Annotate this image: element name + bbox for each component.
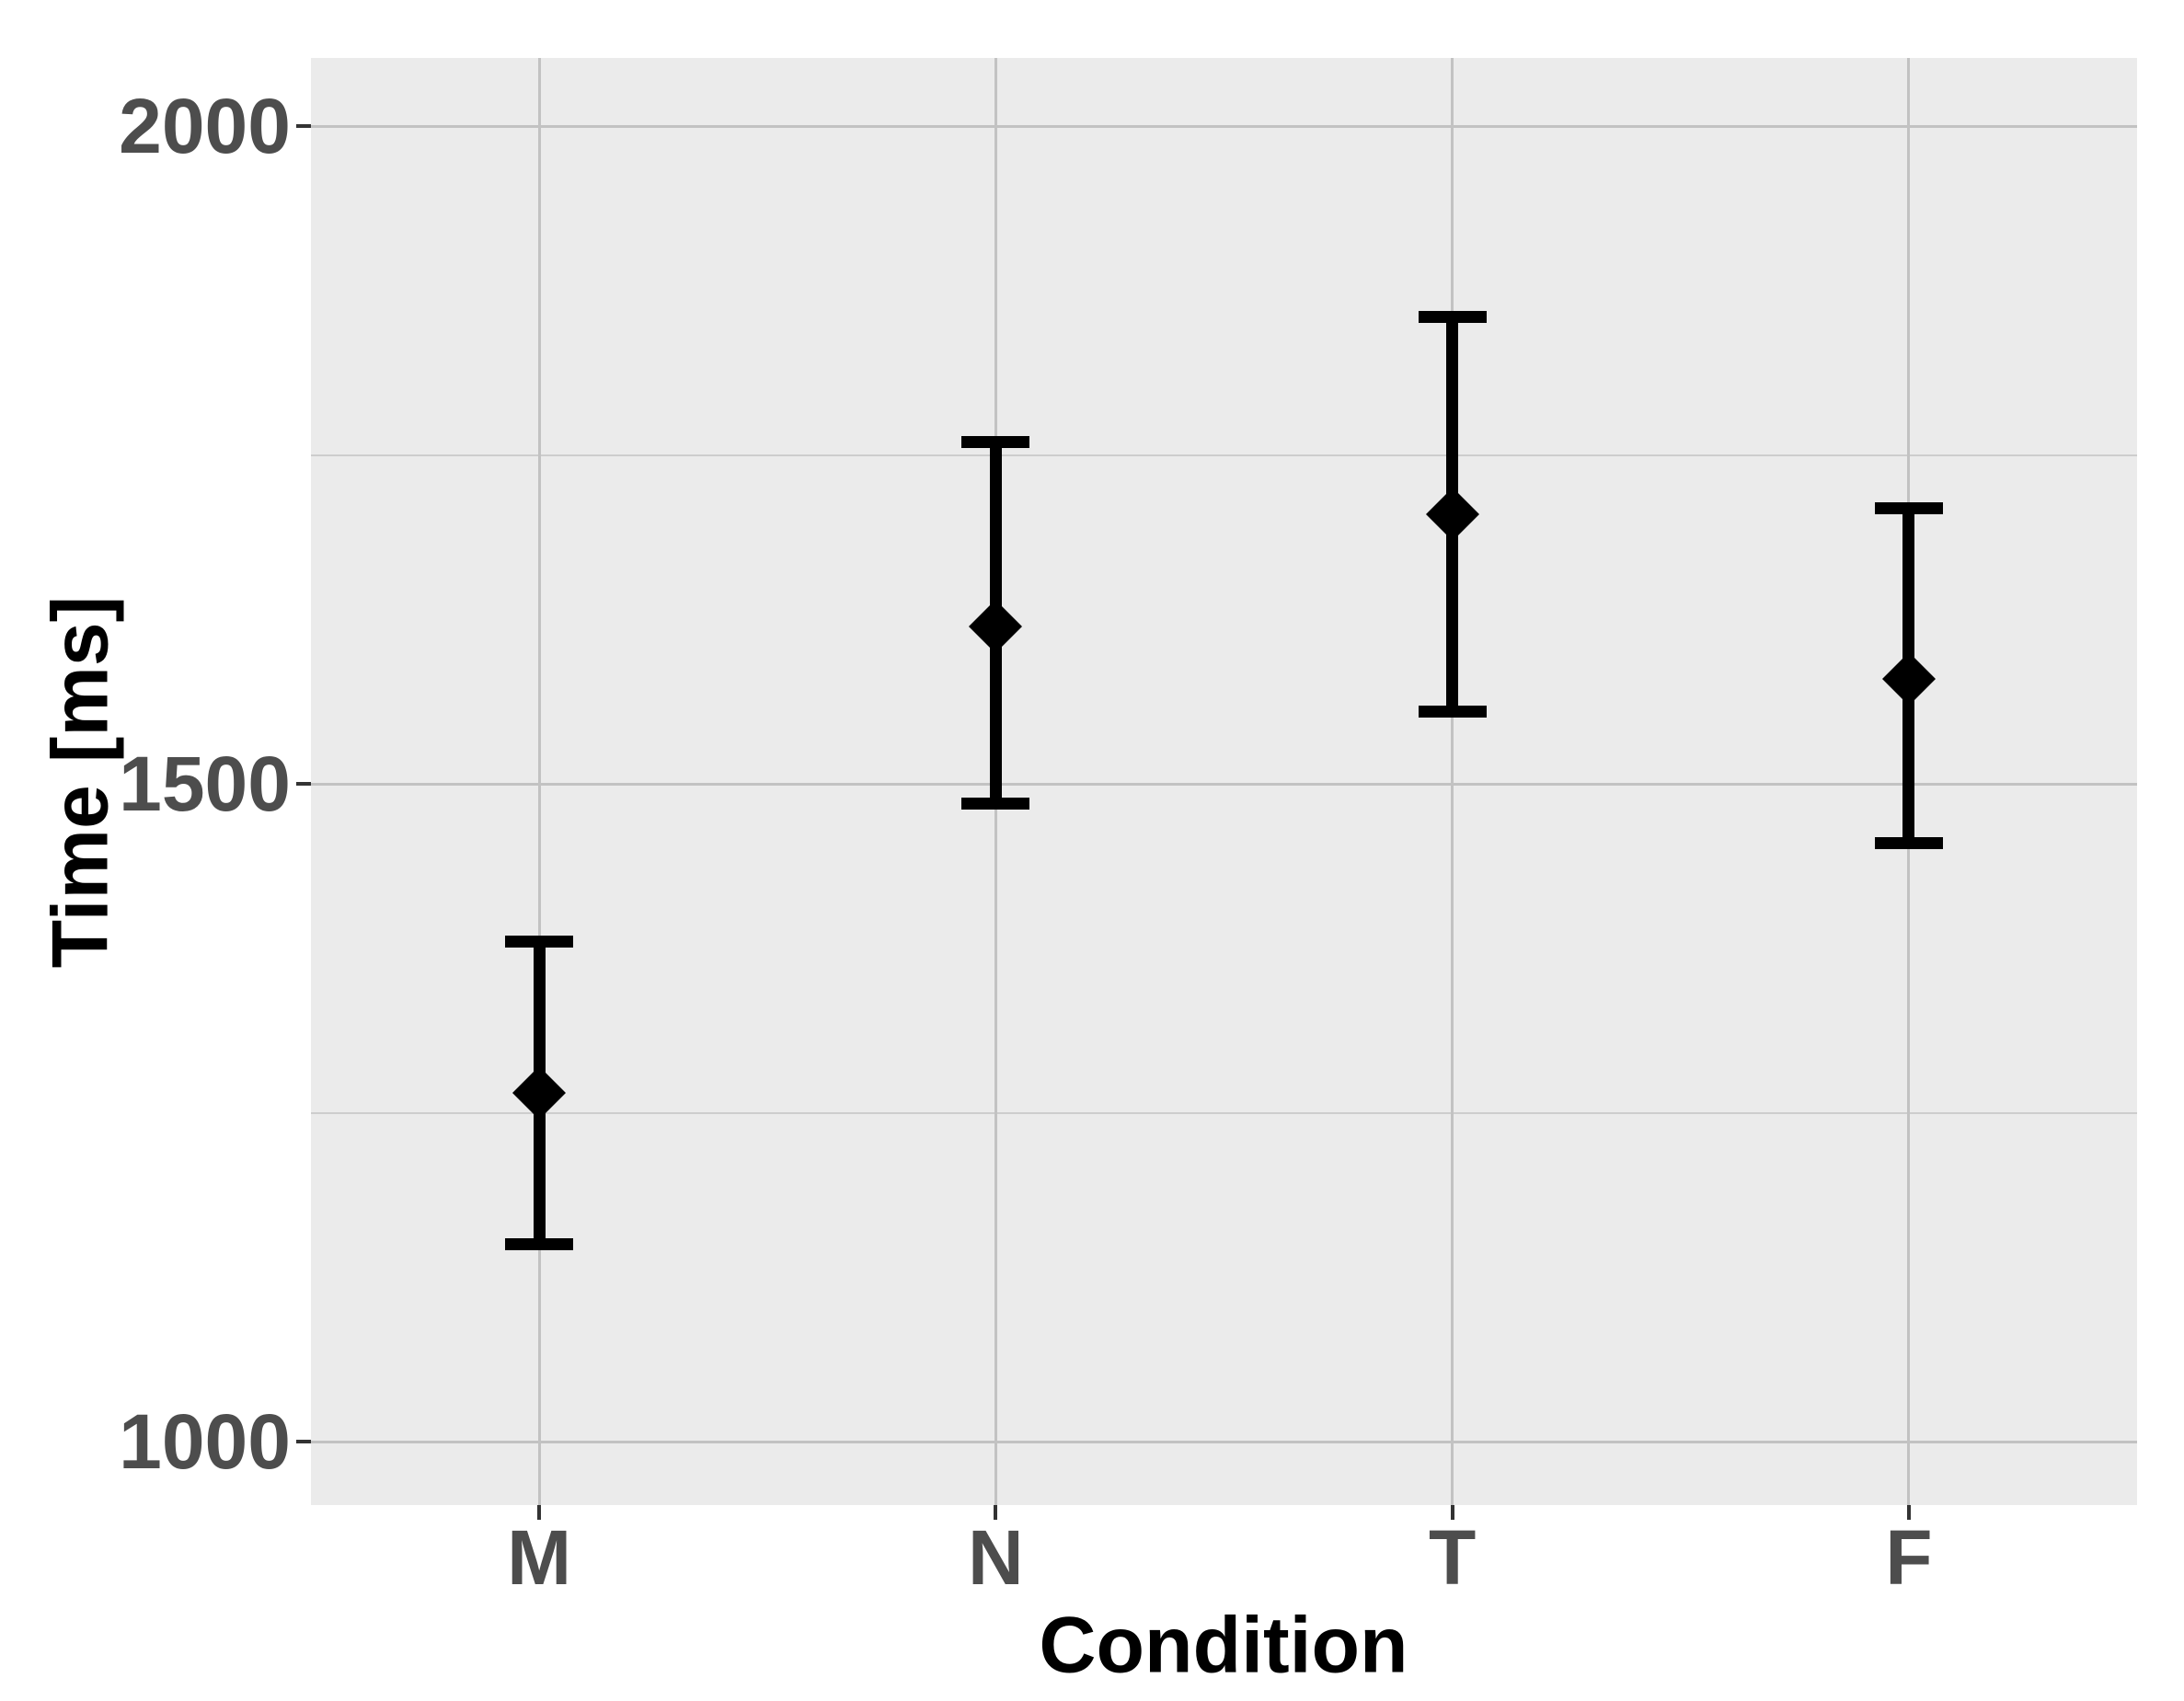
x-axis-tick xyxy=(1906,1505,1911,1520)
y-axis-tick xyxy=(296,1440,311,1444)
gridline-minor xyxy=(311,454,2137,456)
error-bar-cap-top xyxy=(505,936,574,948)
x-axis-tick xyxy=(1450,1505,1454,1520)
plot-panel xyxy=(311,58,2137,1505)
x-tick-label: M xyxy=(507,1514,572,1601)
y-tick-label: 1000 xyxy=(119,1398,291,1486)
error-bar-cap-top xyxy=(961,436,1030,449)
gridline-major xyxy=(311,1440,2137,1443)
x-axis-title: Condition xyxy=(1039,1601,1408,1690)
y-axis-title: Time [ms] xyxy=(36,595,125,969)
error-bar-cap-top xyxy=(1418,311,1487,324)
x-tick-label: N xyxy=(968,1514,1024,1601)
error-bar-cap-bottom xyxy=(505,1238,574,1251)
x-tick-label: F xyxy=(1885,1514,1933,1601)
error-bar-cap-bottom xyxy=(1418,706,1487,718)
error-bar-cap-bottom xyxy=(961,798,1030,810)
x-tick-label: T xyxy=(1428,1514,1477,1601)
gridline-major xyxy=(311,782,2137,786)
x-axis-tick xyxy=(537,1505,542,1520)
x-axis-tick xyxy=(994,1505,998,1520)
error-bar-cap-bottom xyxy=(1874,837,1943,850)
y-tick-label: 1500 xyxy=(119,741,291,828)
y-axis-tick xyxy=(296,782,311,787)
error-bar-cap-top xyxy=(1874,501,1943,514)
gridline-category xyxy=(537,58,541,1505)
y-axis-tick xyxy=(296,124,311,129)
gridline-minor xyxy=(311,1111,2137,1114)
y-tick-label: 2000 xyxy=(119,83,291,170)
gridline-category xyxy=(1451,58,1454,1505)
gridline-major xyxy=(311,124,2137,128)
